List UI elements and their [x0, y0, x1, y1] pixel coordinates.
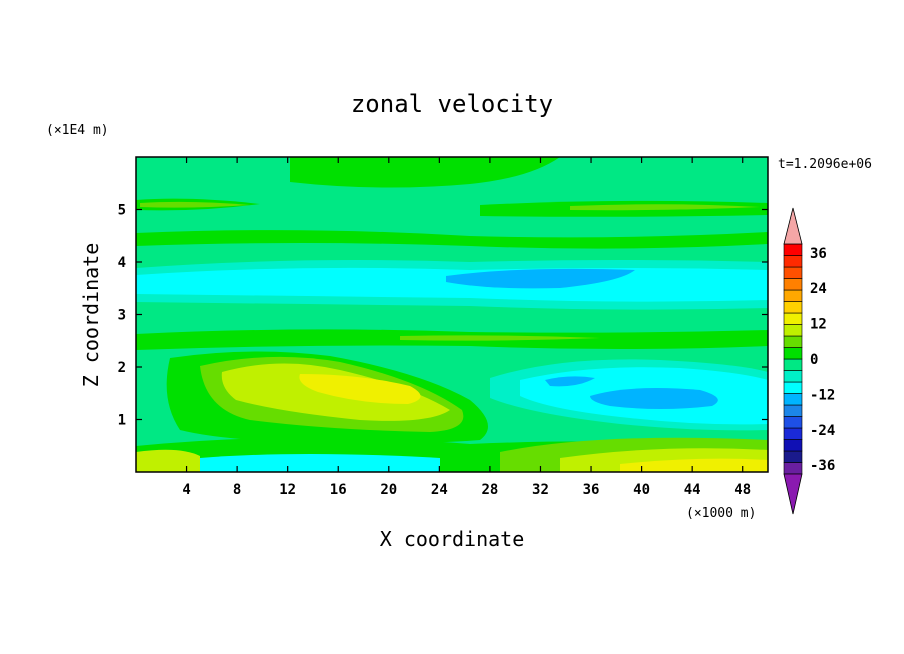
x-tick-label: 32 — [532, 482, 549, 498]
colorbar-bin — [783, 427, 803, 440]
colorbar-tick-label: 36 — [810, 246, 827, 262]
blob-blue-1-4 — [590, 388, 718, 409]
band-lime-2-5 — [400, 335, 600, 341]
colorbar-bin — [783, 312, 803, 325]
velocity-field — [136, 157, 768, 472]
x-tick-label: 20 — [380, 482, 397, 498]
x-axis-label: X coordinate — [380, 527, 525, 551]
colorbar-over-triangle — [783, 207, 803, 245]
x-tick-label: 8 — [233, 482, 241, 498]
x-scale-label: (×1000 m) — [686, 506, 756, 521]
colorbar-tick-label: -12 — [810, 387, 835, 403]
band-lime-5 — [140, 201, 250, 208]
region-yellow-core — [299, 374, 421, 404]
x-tick-label: 36 — [583, 482, 600, 498]
colorbar-bin — [783, 347, 803, 360]
y-axis-label: Z coordinate — [79, 243, 103, 388]
y-tick-label: 4 — [118, 255, 126, 271]
colorbar-bin — [783, 255, 803, 268]
colorbar-bin — [783, 462, 803, 475]
colorbar-bin — [783, 370, 803, 383]
colorbar-bin — [783, 381, 803, 394]
x-axis-ticks: 4 8 12 16 20 24 28 32 36 40 44 48 — [182, 157, 751, 498]
y-tick-label: 1 — [118, 413, 126, 429]
chart-title: zonal velocity — [351, 90, 553, 118]
colorbar-bin — [783, 278, 803, 291]
colorbar-tick-label: -24 — [810, 423, 835, 439]
x-tick-label: 40 — [633, 482, 650, 498]
x-tick-label: 48 — [734, 482, 751, 498]
colorbar-bin — [783, 243, 803, 256]
blob-blue-1-8 — [545, 376, 595, 387]
band-upper-green — [290, 157, 560, 188]
y-scale-label: (×1E4 m) — [46, 123, 109, 138]
blob-yellowgreen-bottom-left — [136, 449, 200, 472]
x-tick-label: 24 — [431, 482, 448, 498]
colorbar-bin — [783, 301, 803, 314]
colorbar-bin — [783, 393, 803, 406]
x-tick-label: 16 — [330, 482, 347, 498]
y-tick-label: 2 — [118, 360, 126, 376]
colorbar-tick-label: 0 — [810, 352, 818, 368]
colorbar-under-triangle — [783, 473, 803, 515]
x-tick-label: 28 — [481, 482, 498, 498]
y-tick-label: 5 — [118, 203, 126, 219]
time-label: t=1.2096e+06 — [778, 157, 872, 172]
y-tick-label: 3 — [118, 308, 126, 324]
colorbar-bin — [783, 335, 803, 348]
colorbar-bin — [783, 266, 803, 279]
colorbar-tick-label: 12 — [810, 317, 827, 333]
x-tick-label: 12 — [279, 482, 296, 498]
colorbar-tick-label: -36 — [810, 458, 835, 474]
band-green-4-5 — [136, 230, 768, 249]
x-tick-label: 44 — [684, 482, 701, 498]
colorbar-bin — [783, 324, 803, 337]
blob-blue-3-7 — [446, 268, 635, 289]
colorbar-bin — [783, 289, 803, 302]
colorbar-bin — [783, 358, 803, 371]
colorbar-tick-label: 24 — [810, 281, 827, 297]
x-tick-label: 4 — [182, 482, 190, 498]
colorbar-bin — [783, 404, 803, 417]
colorbar-bin — [783, 439, 803, 452]
band-cyan-bottom — [200, 454, 440, 472]
band-lime-5b — [570, 204, 760, 211]
colorbar: 36 24 12 0 -12 -24 -36 — [783, 207, 835, 515]
y-axis-ticks: 1 2 3 4 5 — [118, 203, 768, 429]
region-yellow-bottom-right — [620, 458, 768, 472]
colorbar-bin — [783, 416, 803, 429]
colorbar-bin — [783, 450, 803, 463]
